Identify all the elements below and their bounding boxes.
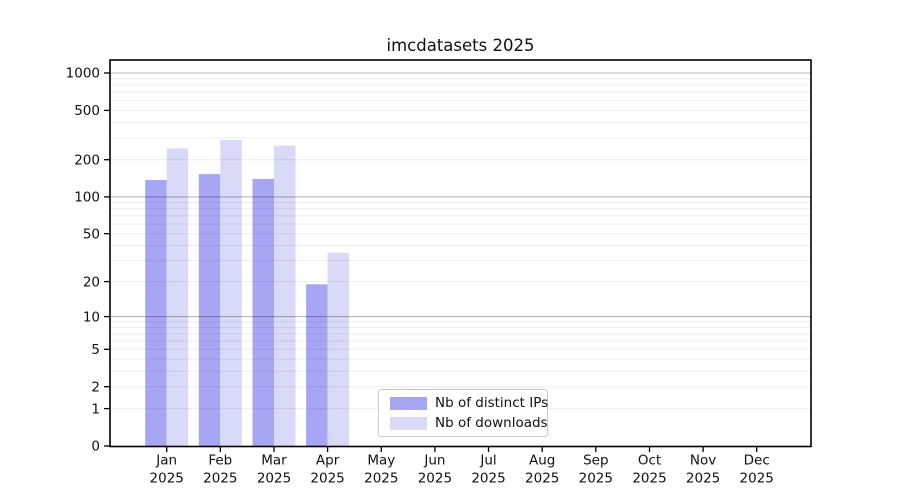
x-tick-label-month: Mar [261,453,287,469]
x-tick-label-month: Jul [479,453,496,469]
y-tick-label: 50 [83,226,100,242]
y-tick-label: 20 [83,274,100,290]
x-tick-label-month: Jun [423,453,445,469]
x-tick-label-month: Nov [690,453,716,469]
bar-downloads-apr [327,252,350,446]
x-tick-label-year: 2025 [686,471,720,487]
legend-item-downloads: Nb of downloads [390,415,548,431]
y-tick-label: 5 [91,342,100,358]
x-tick-label-month: Jan [155,453,177,469]
x-tick-label-month: Apr [316,453,340,469]
bar-downloads-mar [274,145,296,446]
x-tick-label-month: Aug [529,453,555,469]
legend-label-distinct-ips: Nb of distinct IPs [435,395,549,411]
x-tick-label-month: Sep [583,453,608,469]
chart-title: imcdatasets 2025 [386,36,535,55]
x-tick-label-year: 2025 [364,471,398,487]
x-tick-label-year: 2025 [525,471,559,487]
y-tick-label: 1000 [66,66,100,82]
x-tick-label-year: 2025 [418,471,452,487]
axes-frame [109,59,812,448]
legend: Nb of distinct IPs Nb of downloads [378,389,548,437]
bar-downloads-feb [220,139,242,446]
bar-downloads-jan [166,148,189,446]
y-tick-label: 200 [74,152,100,168]
x-tick-label-year: 2025 [203,471,237,487]
y-tick-label: 0 [91,439,100,455]
bar-distinct-ips-mar [252,178,274,446]
y-tick-label: 500 [74,103,100,119]
x-tick-label-year: 2025 [740,471,774,487]
x-tick-label-month: May [367,453,395,469]
x-tick-label-month: Dec [744,453,770,469]
x-tick-label-year: 2025 [150,471,184,487]
y-tick-label: 1 [91,401,100,417]
legend-item-distinct-ips: Nb of distinct IPs [390,395,548,411]
y-tick-label: 2 [91,379,100,395]
bar-distinct-ips-feb [198,174,221,446]
x-tick-label-year: 2025 [579,471,613,487]
x-tick-label-year: 2025 [471,471,505,487]
x-tick-label-year: 2025 [310,471,344,487]
x-tick-label-month: Oct [638,453,661,469]
y-tick-label: 10 [83,309,100,325]
x-tick-label-year: 2025 [632,471,666,487]
x-tick-label-month: Feb [208,453,232,469]
legend-swatch-downloads [390,416,427,430]
x-tick-label-year: 2025 [257,471,291,487]
bar-distinct-ips-jan [145,180,167,446]
legend-swatch-distinct-ips [390,396,427,410]
legend-label-downloads: Nb of downloads [435,415,548,431]
y-tick-label: 100 [74,190,100,206]
bar-distinct-ips-apr [306,284,328,446]
